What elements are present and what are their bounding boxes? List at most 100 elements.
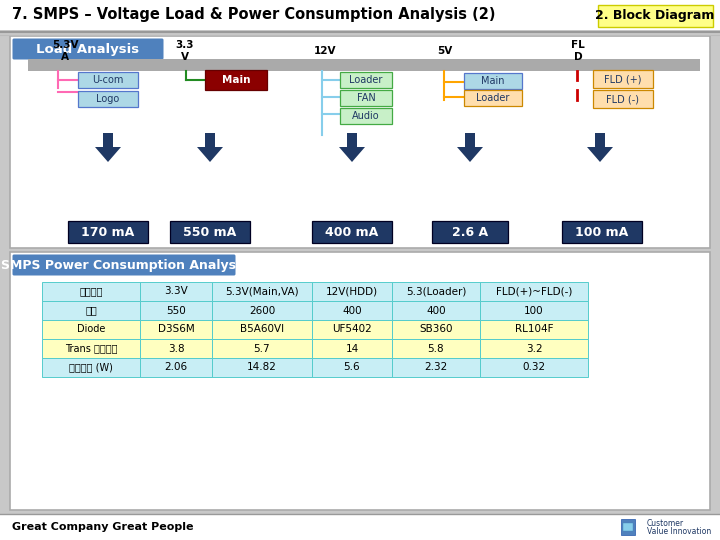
Bar [392, 358, 480, 377]
Bar [480, 301, 588, 320]
Bar [140, 320, 212, 339]
Text: U-com: U-com [92, 75, 124, 85]
Text: 전류: 전류 [85, 306, 97, 315]
Bar [205, 133, 215, 147]
Text: 5.3(Loader): 5.3(Loader) [406, 287, 466, 296]
Text: SB360: SB360 [419, 325, 453, 334]
Text: 2600: 2600 [249, 306, 275, 315]
Bar [312, 301, 392, 320]
Text: FL
D: FL D [571, 40, 585, 62]
Bar [212, 301, 312, 320]
Bar [42, 358, 140, 377]
Text: Main: Main [222, 75, 251, 85]
Bar [593, 90, 653, 108]
Text: Load Analysis: Load Analysis [37, 43, 140, 56]
Bar [42, 320, 140, 339]
Text: SMPS Power Consumption Analysis: SMPS Power Consumption Analysis [1, 259, 247, 272]
FancyBboxPatch shape [12, 254, 235, 275]
Text: 12V: 12V [314, 46, 336, 56]
Bar [205, 70, 267, 90]
Bar [140, 282, 212, 301]
Text: Audio: Audio [352, 111, 380, 121]
Text: 14.82: 14.82 [247, 362, 277, 373]
Bar [464, 73, 522, 89]
Bar [340, 90, 392, 106]
Text: D3S6M: D3S6M [158, 325, 194, 334]
Text: 400: 400 [342, 306, 362, 315]
Text: 2.6 A: 2.6 A [452, 226, 488, 239]
Text: 5.3V(Main,VA): 5.3V(Main,VA) [225, 287, 299, 296]
Text: 100 mA: 100 mA [575, 226, 629, 239]
Bar [465, 133, 475, 147]
Bar [212, 320, 312, 339]
Bar [212, 358, 312, 377]
Bar [598, 5, 713, 27]
Bar [212, 339, 312, 358]
Polygon shape [95, 147, 121, 162]
Text: 3.3
V: 3.3 V [176, 40, 194, 62]
Bar [140, 358, 212, 377]
Text: 2.06: 2.06 [164, 362, 188, 373]
Text: 5.3V
A: 5.3V A [52, 40, 78, 62]
Text: 2.32: 2.32 [424, 362, 448, 373]
Bar [140, 301, 212, 320]
Bar [347, 133, 357, 147]
Bar [68, 221, 148, 243]
Text: 550 mA: 550 mA [184, 226, 237, 239]
Text: FLD (+): FLD (+) [604, 74, 642, 84]
Text: FLD(+)~FLD(-): FLD(+)~FLD(-) [496, 287, 572, 296]
Text: 3.2: 3.2 [526, 343, 542, 354]
Bar [42, 301, 140, 320]
Text: 0.32: 0.32 [523, 362, 546, 373]
Text: 3.8: 3.8 [168, 343, 184, 354]
Text: Great Company Great People: Great Company Great People [12, 522, 194, 532]
Bar [480, 320, 588, 339]
Bar [620, 516, 710, 538]
Text: B5A60VI: B5A60VI [240, 325, 284, 334]
Text: FAN: FAN [356, 93, 375, 103]
Bar [392, 282, 480, 301]
Text: 5.6: 5.6 [343, 362, 360, 373]
Bar [432, 221, 508, 243]
Text: 400: 400 [426, 306, 446, 315]
Bar [28, 59, 700, 71]
Text: 170 mA: 170 mA [81, 226, 135, 239]
Bar [480, 282, 588, 301]
Bar [312, 282, 392, 301]
Bar [480, 339, 588, 358]
Bar [103, 133, 113, 147]
Polygon shape [587, 147, 613, 162]
Bar [312, 221, 392, 243]
Bar [623, 523, 633, 531]
Bar [78, 91, 138, 107]
Text: 550: 550 [166, 306, 186, 315]
Text: 카테고리: 카테고리 [79, 287, 103, 296]
Text: 12V(HDD): 12V(HDD) [326, 287, 378, 296]
Bar [312, 358, 392, 377]
Polygon shape [457, 147, 483, 162]
Text: 5.8: 5.8 [428, 343, 444, 354]
Bar [312, 320, 392, 339]
Text: Diode: Diode [77, 325, 105, 334]
Bar [140, 339, 212, 358]
Text: Customer: Customer [647, 519, 684, 529]
Bar [312, 339, 392, 358]
Text: RL104F: RL104F [515, 325, 553, 334]
Text: FLD (-): FLD (-) [606, 94, 639, 104]
Bar [392, 301, 480, 320]
Text: 소비전력 (W): 소비전력 (W) [69, 362, 113, 373]
Bar [340, 72, 392, 88]
Text: 2. Block Diagram: 2. Block Diagram [595, 10, 715, 23]
Text: 5.7: 5.7 [253, 343, 270, 354]
Text: Trans 전류배율: Trans 전류배율 [65, 343, 117, 354]
Bar [42, 282, 140, 301]
Bar [340, 108, 392, 124]
Text: Loader: Loader [477, 93, 510, 103]
Text: UF5402: UF5402 [332, 325, 372, 334]
Text: 400 mA: 400 mA [325, 226, 379, 239]
FancyBboxPatch shape [12, 38, 163, 59]
Bar [480, 358, 588, 377]
Bar [78, 72, 138, 88]
Bar [595, 133, 605, 147]
Text: Main: Main [481, 76, 505, 86]
